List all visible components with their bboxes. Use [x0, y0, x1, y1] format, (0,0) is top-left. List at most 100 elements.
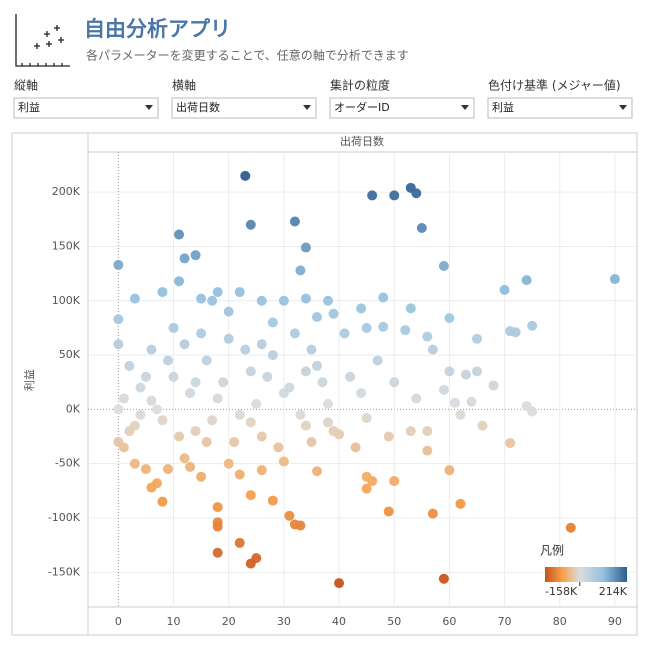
point	[201, 355, 212, 366]
point	[168, 322, 179, 333]
point	[174, 431, 185, 442]
x-tick-label: 50	[387, 615, 401, 628]
point	[466, 396, 477, 407]
point	[289, 519, 300, 530]
dropdown-value: 利益	[18, 100, 40, 114]
x-tick-label: 20	[222, 615, 236, 628]
point	[179, 253, 190, 264]
point	[262, 371, 273, 382]
point	[267, 495, 278, 506]
point	[416, 223, 427, 234]
point	[212, 502, 223, 513]
x-tick-label: 70	[498, 615, 512, 628]
x-tick-label: 30	[277, 615, 291, 628]
point	[356, 303, 367, 314]
point	[455, 498, 466, 509]
chart-frame	[11, 132, 638, 636]
x-tick-label: 90	[608, 615, 622, 628]
point	[438, 261, 449, 272]
point	[427, 344, 438, 355]
title: 自由分析アプリ	[84, 17, 231, 41]
x-axis-title: 出荷日数	[340, 134, 384, 148]
point	[256, 339, 267, 350]
point	[207, 415, 218, 426]
point	[306, 344, 317, 355]
point	[240, 344, 251, 355]
dropdown[interactable]	[487, 97, 633, 119]
point	[256, 431, 267, 442]
point	[157, 415, 168, 426]
point	[565, 522, 576, 533]
point	[157, 496, 168, 507]
dropdown-arrow	[461, 105, 469, 110]
point	[405, 426, 416, 437]
point	[356, 388, 367, 399]
point	[212, 547, 223, 558]
point	[245, 417, 256, 428]
point	[129, 458, 140, 469]
dropdown[interactable]	[171, 97, 317, 119]
point	[372, 355, 383, 366]
point	[196, 471, 207, 482]
point	[311, 312, 322, 323]
point	[295, 409, 306, 420]
point	[251, 398, 262, 409]
dropdown-value: 利益	[492, 100, 514, 114]
control-label: 集計の粒度	[330, 78, 390, 93]
point	[444, 313, 455, 324]
point	[311, 360, 322, 371]
y-tick-label: -50K	[55, 457, 81, 470]
point	[505, 438, 516, 449]
point	[129, 293, 140, 304]
dropdown-value: 出荷日数	[176, 100, 220, 114]
plot: -150K -100K -50K 0K 50K 100K 150K 200K 0 10 20 30 40…	[48, 152, 637, 628]
point	[300, 242, 311, 253]
point	[245, 219, 256, 230]
subtitle: 各パラメーターを変更することで、任意の軸で分析できます	[86, 48, 409, 63]
point	[400, 325, 411, 336]
point	[499, 284, 510, 295]
point	[449, 397, 460, 408]
point	[295, 265, 306, 276]
point	[278, 456, 289, 467]
legend-min: -158K	[545, 585, 578, 598]
y-tick-label: 100K	[52, 294, 81, 307]
point	[140, 371, 151, 382]
point	[438, 384, 449, 395]
point	[405, 303, 416, 314]
point	[113, 259, 124, 270]
point	[140, 464, 151, 475]
dropdown[interactable]	[13, 97, 159, 119]
point	[438, 573, 449, 584]
point	[300, 420, 311, 431]
point	[190, 426, 201, 437]
point	[201, 436, 212, 447]
point	[361, 471, 372, 482]
point	[267, 350, 278, 361]
point	[229, 436, 240, 447]
y-tick-label: 200K	[52, 185, 81, 198]
point	[146, 344, 157, 355]
point	[234, 537, 245, 548]
point	[345, 371, 356, 382]
app-icon	[15, 14, 70, 67]
point	[124, 426, 135, 437]
dropdown[interactable]	[329, 97, 475, 119]
x-tick-label: 60	[442, 615, 456, 628]
point	[223, 333, 234, 344]
point	[190, 377, 201, 388]
point	[185, 388, 196, 399]
legend-max: 214K	[599, 585, 628, 598]
point	[300, 366, 311, 377]
legend-title: 凡例	[540, 544, 564, 558]
point	[212, 521, 223, 532]
point	[207, 295, 218, 306]
point	[190, 250, 201, 261]
point	[245, 558, 256, 569]
point	[113, 436, 124, 447]
point	[455, 409, 466, 420]
x-tick-label: 80	[553, 615, 567, 628]
point	[284, 510, 295, 521]
point	[223, 306, 234, 317]
point	[411, 188, 422, 199]
